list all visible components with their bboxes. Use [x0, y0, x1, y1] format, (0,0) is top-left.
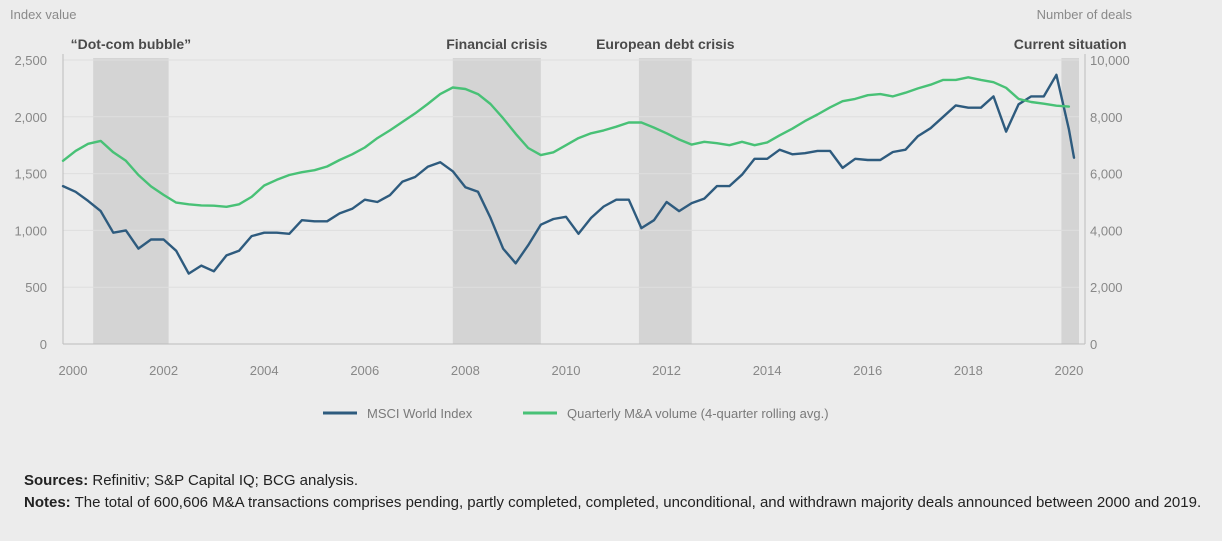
left-axis-title: Index value: [10, 7, 77, 22]
legend-label: MSCI World Index: [367, 406, 473, 421]
shaded-period: [452, 58, 541, 344]
x-tick-label: 2008: [451, 363, 480, 378]
chart: 0 500 1,000 1,500 2,000 2,500 0 2,000 4,000 6,000…: [10, 7, 1133, 421]
x-tick-label: 2010: [552, 363, 581, 378]
shaded-period: [93, 58, 169, 344]
x-tick-label: 2018: [954, 363, 983, 378]
y-right-tick-label: 10,000: [1090, 53, 1130, 68]
footnotes: Sources: Refinitiv; S&P Capital IQ; BCG …: [24, 470, 1204, 514]
y-right-tick-label: 0: [1090, 337, 1097, 352]
notes-line: Notes: The total of 600,606 M&A transact…: [24, 492, 1204, 514]
y-right-tick-label: 8,000: [1090, 110, 1123, 125]
legend-label: Quarterly M&A volume (4-quarter rolling …: [567, 406, 829, 421]
y-right-tick-label: 2,000: [1090, 280, 1123, 295]
gridlines: [63, 59, 1079, 345]
period-label: Financial crisis: [446, 36, 547, 52]
x-tick-label: 2002: [149, 363, 178, 378]
sources-label: Sources:: [24, 472, 89, 489]
period-label: European debt crisis: [596, 36, 735, 52]
x-tick-label: 2016: [853, 363, 882, 378]
notes-text: The total of 600,606 M&A transactions co…: [70, 494, 1202, 511]
sources-text: Refinitiv; S&P Capital IQ; BCG analysis.: [88, 472, 359, 489]
x-tick-label: 2006: [350, 363, 379, 378]
y-left-tick-label: 1,500: [14, 167, 47, 182]
sources-line: Sources: Refinitiv; S&P Capital IQ; BCG …: [24, 470, 1204, 492]
y-left-tick-label: 500: [25, 280, 47, 295]
y-left-tick-label: 2,000: [14, 110, 47, 125]
chart-labels: “Dot-com bubble” Financial crisis European…: [71, 36, 1127, 52]
series-lines: [61, 73, 1076, 275]
series-line-1: [61, 76, 1071, 209]
x-tick-label: 2020: [1054, 363, 1083, 378]
notes-label: Notes:: [24, 494, 71, 511]
y-right-tick-label: 4,000: [1090, 223, 1123, 238]
series-line-0: [61, 73, 1076, 275]
y-left-tick-label: 2,500: [14, 53, 47, 68]
x-tick-label: 2012: [652, 363, 681, 378]
right-axis-title: Number of deals: [1037, 7, 1133, 22]
x-tick-label: 2014: [753, 363, 782, 378]
period-label: Current situation: [1014, 36, 1127, 52]
y-left-tick-label: 1,000: [14, 223, 47, 238]
x-tick-label: 2004: [250, 363, 279, 378]
period-label: “Dot-com bubble”: [71, 36, 192, 52]
shaded-period: [638, 58, 692, 344]
y-left-tick-label: 0: [40, 337, 47, 352]
shaded-periods: [93, 58, 1079, 344]
legend: MSCI World Index Quarterly M&A volume (4-…: [323, 406, 829, 421]
axes: 0 500 1,000 1,500 2,000 2,500 0 2,000 4,000 6,000…: [14, 53, 1129, 378]
y-right-tick-label: 6,000: [1090, 167, 1123, 182]
shaded-period: [1061, 58, 1079, 344]
x-tick-label: 2000: [59, 363, 88, 378]
